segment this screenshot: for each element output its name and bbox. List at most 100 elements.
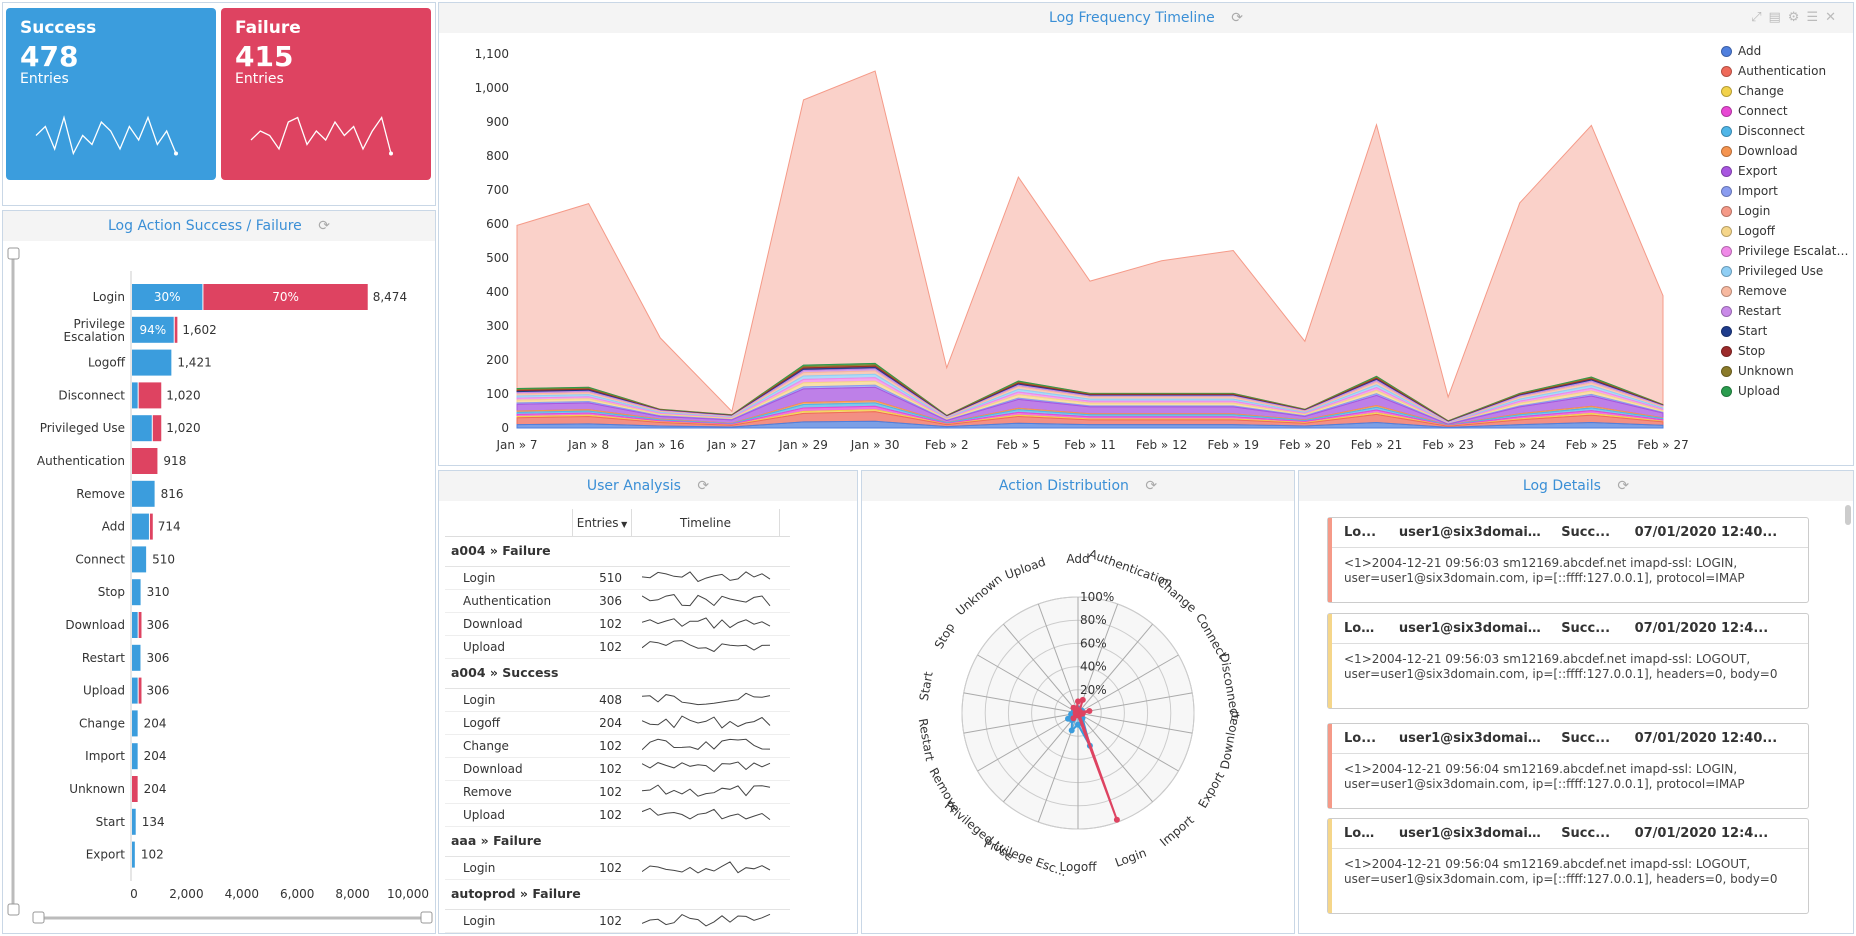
refresh-icon[interactable]: ⟳ — [1145, 478, 1158, 494]
table-row[interactable]: Download 102 — [445, 613, 790, 636]
refresh-icon[interactable]: ⟳ — [1231, 10, 1243, 26]
x-tick-label: 8,000 — [335, 887, 369, 901]
log-card[interactable]: Log... user1@six3domain.... Succ... 07/01/2… — [1327, 818, 1809, 914]
row-timeline — [632, 911, 776, 932]
failure-kpi-sub: Entries — [235, 71, 284, 87]
legend-swatch — [1721, 145, 1732, 157]
log-card-time: 07/01/2020 12:40... — [1634, 731, 1778, 746]
log-card-message: <1>2004-12-21 09:56:04 sm12169.abcdef.ne… — [1344, 857, 1778, 886]
bar-total-label: 1,020 — [166, 388, 200, 402]
group-header[interactable]: a004 » Success — [445, 659, 790, 689]
table-row[interactable]: Authentication 306 — [445, 590, 790, 613]
sparkline-line — [641, 639, 771, 652]
legend-item[interactable]: Authentication — [1721, 61, 1851, 81]
sparkline-line — [641, 692, 771, 705]
legend-item[interactable]: Export — [1721, 161, 1851, 181]
table-row[interactable]: Upload 102 — [445, 636, 790, 659]
action-distribution-title: Action Distribution — [998, 478, 1129, 494]
row-action-name: Download — [463, 617, 523, 631]
legend-item[interactable]: Add — [1721, 41, 1851, 61]
legend-item[interactable]: Logoff — [1721, 221, 1851, 241]
table-row[interactable]: Download 102 — [445, 758, 790, 781]
legend-item[interactable]: Remove — [1721, 281, 1851, 301]
list-icon[interactable]: ☰ — [1806, 10, 1826, 25]
success-kpi-tile[interactable]: Success 478 Entries — [6, 8, 216, 180]
legend-item[interactable]: Change — [1721, 81, 1851, 101]
legend-item[interactable]: Login — [1721, 201, 1851, 221]
log-card-time: 07/01/2020 12:40... — [1634, 525, 1778, 540]
entries-column-header[interactable]: Entries ▼ — [572, 509, 632, 536]
legend-item[interactable]: Import — [1721, 181, 1851, 201]
log-card[interactable]: Lo... user1@six3domain.c... Succ... 07/01/2… — [1327, 723, 1809, 809]
legend-item[interactable]: Disconnect — [1721, 121, 1851, 141]
refresh-icon[interactable]: ⟳ — [697, 478, 710, 494]
radar-axis-label: Stop — [932, 621, 958, 652]
bar-success — [132, 579, 141, 606]
row-action-name: Remove — [463, 785, 512, 799]
group-header[interactable]: autoprod » Failure — [445, 880, 790, 910]
y-tick-label: 800 — [486, 149, 509, 163]
panel-toolbar: ⤢▤⚙☰✕ — [1751, 3, 1843, 33]
bar-success — [132, 316, 174, 343]
expand-icon[interactable]: ⤢ — [1751, 10, 1769, 25]
bar-failure — [203, 284, 368, 310]
refresh-icon[interactable]: ⟳ — [318, 218, 330, 234]
sparkline-line — [641, 593, 771, 606]
sparkline-line — [641, 913, 771, 926]
success-sparkline-end — [174, 151, 178, 156]
table-row[interactable]: Login 510 — [445, 567, 790, 590]
log-card-message: <1>2004-12-21 09:56:03 sm12169.abcdef.ne… — [1344, 556, 1745, 585]
scrollbar[interactable] — [1845, 505, 1851, 525]
radar-axis-label: Export — [1196, 769, 1228, 810]
gear-icon[interactable]: ⚙ — [1787, 10, 1807, 25]
user-analysis-header: User Analysis ⟳ — [439, 471, 857, 501]
legend-item[interactable]: Stop — [1721, 341, 1851, 361]
log-card[interactable]: Log... user1@six3domain.... Succ... 07/01/2… — [1327, 613, 1809, 709]
group-header[interactable]: a004 » Failure — [445, 537, 790, 567]
log-card-header: Lo... user1@six3domain.c... Succ... 07/01/2… — [1328, 724, 1808, 754]
close-icon[interactable]: ✕ — [1825, 10, 1843, 25]
legend-label: Start — [1738, 324, 1768, 338]
table-row[interactable]: Login 408 — [445, 689, 790, 712]
row-sparkline — [641, 616, 771, 629]
legend-item[interactable]: Start — [1721, 321, 1851, 341]
timeline-header: Log Frequency Timeline ⟳ ⤢▤⚙☰✕ — [439, 3, 1853, 33]
table-row[interactable]: Login 102 — [445, 857, 790, 880]
radar-axis-line — [1077, 692, 1193, 714]
row-action-name: Download — [463, 762, 523, 776]
table-row[interactable]: Remove 102 — [445, 781, 790, 804]
row-timeline — [632, 759, 776, 780]
radar-axis-line — [1003, 712, 1079, 803]
refresh-icon[interactable]: ⟳ — [1617, 478, 1630, 494]
document-icon[interactable]: ▤ — [1768, 10, 1788, 25]
radar-axis-label: Change — [1155, 575, 1199, 615]
legend-item[interactable]: Connect — [1721, 101, 1851, 121]
bar-total-label: 204 — [144, 716, 167, 730]
table-row[interactable]: Logoff 204 — [445, 712, 790, 735]
legend-swatch — [1721, 305, 1732, 317]
legend-item[interactable]: Upload — [1721, 381, 1851, 401]
legend-item[interactable]: Privilege Escalation — [1721, 241, 1851, 261]
legend-item[interactable]: Download — [1721, 141, 1851, 161]
table-row[interactable]: Upload 102 — [445, 804, 790, 827]
legend-item[interactable]: Restart — [1721, 301, 1851, 321]
failure-kpi-tile[interactable]: Failure 415 Entries — [221, 8, 431, 180]
log-card-stripe — [1328, 518, 1332, 602]
table-row[interactable]: Change 102 — [445, 735, 790, 758]
row-timeline — [632, 690, 776, 711]
table-row[interactable]: Login 102 — [445, 910, 790, 933]
radar-tick-label: 60% — [1080, 636, 1107, 650]
table-header: Entries ▼ Timeline — [445, 509, 790, 537]
radar-axis-line — [963, 692, 1079, 714]
legend-label: Connect — [1738, 104, 1788, 118]
log-card[interactable]: Lo... user1@six3domain.c... Succ... 07/01/2… — [1327, 517, 1809, 603]
group-header[interactable]: aaa » Failure — [445, 827, 790, 857]
legend-item[interactable]: Unknown — [1721, 361, 1851, 381]
row-entries: 204 — [599, 716, 622, 730]
row-entries: 408 — [599, 693, 622, 707]
sparkline-line — [641, 570, 771, 582]
x-tick-label: Jan » 16 — [635, 438, 685, 452]
legend-item[interactable]: Privileged Use — [1721, 261, 1851, 281]
y-tick-label: Authentication — [37, 454, 125, 468]
log-card-status: Succ... — [1561, 525, 1611, 540]
